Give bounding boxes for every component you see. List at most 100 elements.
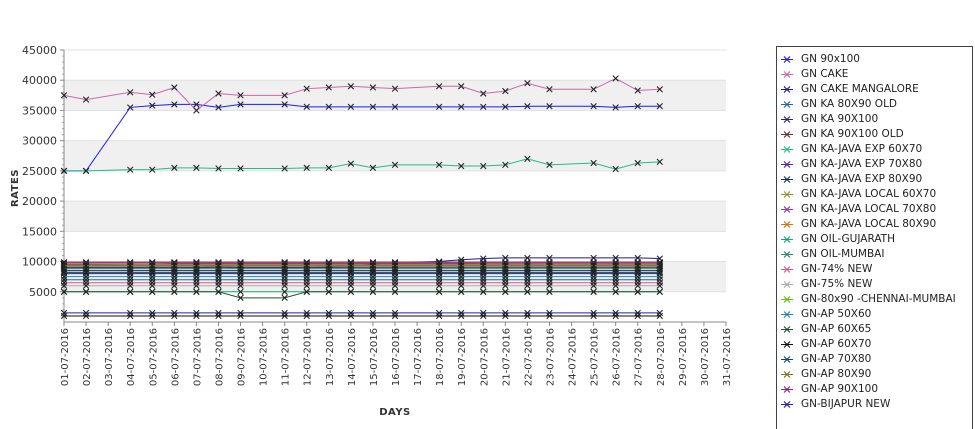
- legend-item: GN-AP 80X90: [777, 367, 972, 382]
- data-point: [237, 269, 244, 276]
- legend-item: GN-AP 60X65: [777, 322, 972, 337]
- legend-item: GN KA-JAVA EXP 80X90: [777, 172, 972, 187]
- data-point: [502, 269, 509, 276]
- data-point: [391, 269, 399, 276]
- data-point: [634, 269, 641, 276]
- chart: 5000 10000 15000 20000 25000 30000 35000 40000 4…: [10, 44, 733, 418]
- data-point: [281, 294, 288, 302]
- data-point: [193, 164, 200, 172]
- data-point: [524, 103, 531, 110]
- data-point: [369, 103, 377, 111]
- data-point: [347, 258, 355, 266]
- data-point: [149, 102, 156, 109]
- data-point: [656, 288, 663, 295]
- data-point: [237, 165, 244, 172]
- legend-marker-icon: [781, 341, 793, 348]
- data-point: [391, 258, 399, 266]
- legend-label: GN 90x100: [801, 53, 860, 65]
- data-point: [281, 288, 288, 295]
- y-tick-label: 35000: [22, 104, 57, 117]
- data-point: [634, 282, 641, 289]
- legend-label: GN KA-JAVA LOCAL 60X70: [801, 188, 937, 200]
- x-tick-label: 07-07-2016: [192, 328, 203, 386]
- legend-marker-icon: [781, 326, 793, 333]
- x-tick-label: 12-07-2016: [303, 328, 314, 386]
- legend-marker-icon: [781, 56, 793, 63]
- legend-marker-icon: [781, 221, 793, 228]
- plot-bands: [64, 80, 726, 292]
- data-point: [656, 258, 663, 266]
- data-point: [82, 96, 90, 103]
- data-point: [237, 258, 244, 266]
- x-tick-label: 14-07-2016: [347, 328, 358, 386]
- data-point: [590, 269, 597, 276]
- data-point: [127, 288, 134, 295]
- data-point: [171, 309, 178, 317]
- data-point: [590, 288, 597, 295]
- x-tick-label: 29-07-2016: [678, 328, 689, 386]
- x-axis-title: DAYS: [379, 407, 411, 418]
- data-point: [546, 161, 553, 169]
- legend-item: GN CAKE: [777, 67, 972, 82]
- legend-label: GN KA-JAVA LOCAL 70X80: [801, 203, 937, 215]
- data-point: [215, 309, 222, 317]
- data-point: [502, 161, 509, 169]
- data-point: [634, 159, 641, 167]
- data-point: [391, 309, 399, 317]
- data-point: [237, 101, 244, 108]
- legend-marker-icon: [781, 161, 793, 168]
- x-tick-label: 22-07-2016: [523, 328, 534, 386]
- data-point: [634, 288, 641, 295]
- data-point: [82, 167, 90, 175]
- data-point: [612, 309, 619, 317]
- data-point: [480, 103, 487, 111]
- x-tick-label: 23-07-2016: [545, 328, 556, 386]
- data-point: [325, 103, 332, 111]
- y-axis-title: RATES: [10, 169, 21, 207]
- data-point: [82, 282, 90, 289]
- data-point: [480, 269, 487, 276]
- data-point: [546, 269, 553, 276]
- plot-band: [64, 140, 726, 171]
- series-gn-ap-70x80: [60, 269, 663, 276]
- legend-label: GN-80x90 -CHENNAI-MUMBAI: [801, 293, 956, 305]
- data-point: [480, 282, 487, 289]
- data-point: [656, 103, 663, 110]
- data-point: [480, 258, 487, 266]
- legend-item: GN-AP 50X60: [777, 307, 972, 322]
- data-point: [391, 161, 399, 169]
- data-point: [82, 269, 90, 276]
- data-point: [215, 104, 222, 111]
- data-point: [303, 103, 310, 111]
- y-tick-label: 25000: [22, 165, 57, 178]
- data-point: [303, 164, 310, 172]
- x-tick-label: 24-07-2016: [568, 328, 579, 386]
- legend-item: GN-AP 70X80: [777, 352, 972, 367]
- data-point: [369, 288, 377, 295]
- data-point: [502, 309, 509, 317]
- data-point: [325, 309, 332, 317]
- y-tick-label: 45000: [22, 44, 57, 57]
- legend-marker-icon: [781, 281, 793, 288]
- data-point: [590, 282, 597, 289]
- data-point: [458, 269, 465, 276]
- data-point: [149, 269, 156, 276]
- data-point: [656, 269, 663, 276]
- data-point: [347, 288, 355, 295]
- data-point: [524, 80, 531, 87]
- data-point: [237, 309, 244, 317]
- data-point: [193, 107, 200, 114]
- data-point: [215, 282, 222, 289]
- data-point: [149, 288, 156, 295]
- data-point: [215, 258, 222, 266]
- legend-item: GN OIL-MUMBAI: [777, 247, 972, 262]
- data-point: [546, 258, 553, 266]
- y-tick-label: 40000: [22, 74, 57, 87]
- data-point: [325, 269, 332, 276]
- series-gn-bijapur-new: [60, 309, 663, 317]
- data-point: [612, 75, 619, 82]
- data-point: [127, 89, 134, 96]
- data-point: [458, 282, 465, 289]
- data-point: [303, 269, 310, 276]
- data-point: [303, 288, 310, 295]
